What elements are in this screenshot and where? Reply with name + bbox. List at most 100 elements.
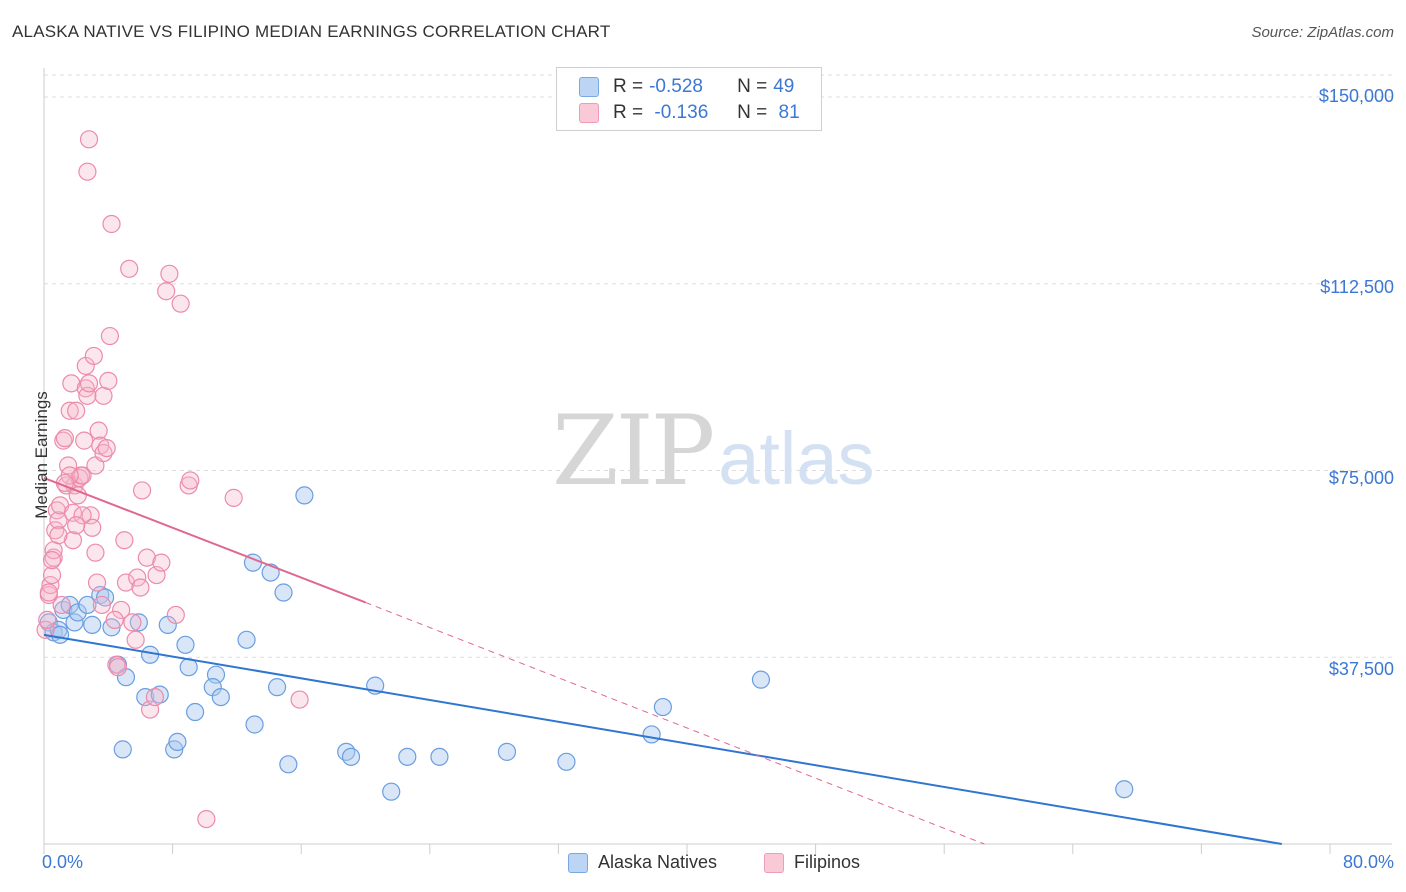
alaska-point bbox=[398, 747, 417, 766]
filipino-point bbox=[105, 610, 124, 630]
filipino-point bbox=[120, 259, 139, 278]
alaska-point bbox=[751, 670, 771, 689]
alaska-point bbox=[382, 782, 401, 801]
n-label: N = bbox=[737, 102, 768, 123]
alaska-point bbox=[186, 702, 205, 722]
filipino-point bbox=[94, 443, 113, 463]
filipino-point bbox=[79, 374, 99, 393]
legend-alaska-natives[interactable]: Alaska Natives bbox=[568, 852, 717, 873]
legend-filipinos[interactable]: Filipinos bbox=[764, 852, 860, 873]
filipino-point bbox=[99, 371, 118, 390]
filipino-point bbox=[38, 610, 57, 630]
alaska-point bbox=[237, 630, 256, 649]
filipino-point bbox=[171, 294, 190, 313]
alaska-point bbox=[653, 697, 672, 717]
filipino-point bbox=[126, 630, 145, 649]
alaska-swatch bbox=[579, 77, 599, 97]
r-value: -0.528 bbox=[649, 76, 703, 97]
alaska-point bbox=[129, 613, 148, 632]
source-label: Source: ZipAtlas.com bbox=[1251, 24, 1394, 41]
legend-label: Filipinos bbox=[794, 852, 861, 872]
filipino-trend-extension bbox=[365, 602, 985, 845]
filipino-point bbox=[55, 429, 74, 448]
alaska-trend-line bbox=[43, 633, 1282, 845]
n-value: 49 bbox=[773, 76, 795, 97]
alaska-point bbox=[430, 747, 449, 766]
alaska-point bbox=[65, 613, 84, 632]
filipino-point bbox=[46, 521, 65, 540]
filipino-point bbox=[145, 687, 165, 707]
alaska-point bbox=[78, 595, 97, 615]
alaska-point bbox=[295, 486, 314, 505]
filipino-trend-line bbox=[43, 477, 366, 604]
filipino-point bbox=[75, 431, 94, 450]
stats-legend: R = -0.528 N = 49 R = -0.136 N = 81 bbox=[556, 67, 822, 131]
filipino-point bbox=[79, 130, 99, 149]
filipino-point bbox=[86, 543, 105, 562]
filipino-point bbox=[73, 506, 92, 525]
filipino-point bbox=[128, 568, 147, 587]
filipino-point bbox=[137, 548, 156, 567]
filipino-point bbox=[89, 421, 108, 440]
axes bbox=[43, 68, 1392, 854]
y-tick-150000: $150,000 bbox=[1318, 86, 1394, 106]
alaska-point bbox=[274, 583, 293, 602]
stats-legend-row-filipino: R = -0.136 N = 81 bbox=[579, 101, 800, 125]
alaska-point bbox=[497, 742, 517, 761]
filipino-point bbox=[67, 401, 86, 420]
alaska-point bbox=[341, 747, 361, 766]
gridlines bbox=[44, 74, 1392, 658]
y-tick-75000: $75,000 bbox=[1328, 468, 1394, 488]
filipino-point bbox=[84, 346, 103, 366]
filipino-point bbox=[52, 595, 71, 615]
filipino-point bbox=[112, 600, 131, 620]
filipino-point bbox=[49, 511, 68, 530]
series-alaska-natives bbox=[39, 486, 1134, 801]
chart-title: ALASKA NATIVE VS FILIPINO MEDIAN EARNING… bbox=[12, 22, 611, 41]
alaska-point bbox=[176, 635, 195, 654]
filipino-point bbox=[115, 531, 134, 550]
alaska-point bbox=[113, 740, 132, 759]
filipino-point bbox=[42, 551, 62, 570]
legend-label: Alaska Natives bbox=[598, 852, 718, 872]
filipino-point bbox=[166, 605, 185, 625]
y-tick-112500: $112,500 bbox=[1320, 277, 1394, 297]
filipino-point bbox=[197, 809, 216, 829]
filipino-point bbox=[123, 613, 142, 632]
alaska-point bbox=[642, 725, 661, 744]
series-filipinos bbox=[36, 130, 309, 829]
alaska-point bbox=[337, 742, 356, 761]
y-axis-label: Median Earnings bbox=[32, 391, 51, 519]
filipino-point bbox=[131, 578, 150, 597]
filipino-point bbox=[63, 531, 83, 550]
filipino-swatch bbox=[579, 103, 599, 123]
filipino-point bbox=[102, 214, 121, 234]
filipino-point bbox=[73, 466, 92, 485]
filipino-point bbox=[100, 326, 120, 346]
alaska-legend-swatch bbox=[568, 852, 588, 873]
alaska-point bbox=[267, 678, 287, 697]
y-tick-37500: $37,500 bbox=[1328, 659, 1394, 679]
filipino-point bbox=[92, 595, 111, 615]
alaska-point bbox=[211, 687, 230, 707]
filipino-point bbox=[157, 282, 176, 301]
filipino-point bbox=[49, 526, 68, 545]
filipino-point bbox=[108, 658, 128, 677]
filipino-point bbox=[181, 471, 200, 490]
alaska-point bbox=[68, 603, 87, 622]
filipino-point bbox=[62, 374, 81, 393]
filipino-point bbox=[97, 438, 116, 458]
n-value: 81 bbox=[773, 102, 800, 123]
filipino-point bbox=[116, 573, 136, 592]
filipino-point bbox=[67, 516, 86, 535]
filipino-point bbox=[152, 553, 171, 572]
alaska-point bbox=[279, 755, 298, 774]
r-label: R = bbox=[613, 76, 644, 97]
filipino-point bbox=[39, 583, 58, 602]
r-label: R = bbox=[613, 102, 644, 123]
trend-lines bbox=[43, 477, 1282, 845]
n-label: N = bbox=[737, 76, 768, 97]
x-tick-max: 80.0% bbox=[1342, 852, 1394, 872]
filipino-point bbox=[290, 690, 309, 709]
